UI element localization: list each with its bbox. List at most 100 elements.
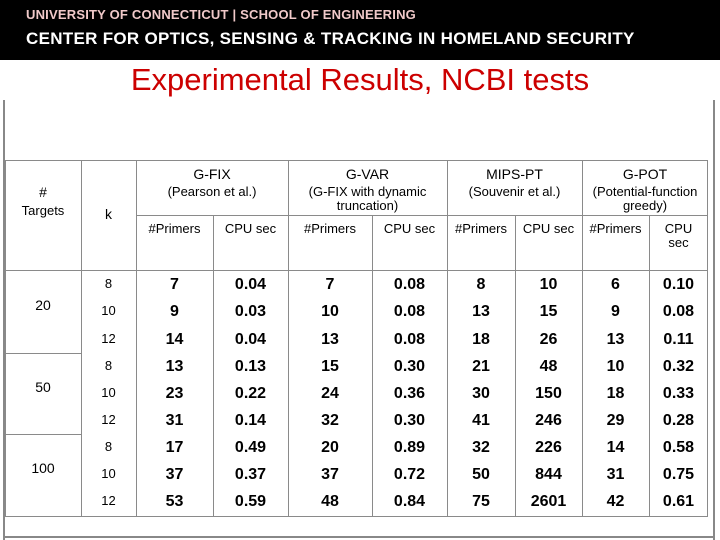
k-value: 10 [101,385,116,400]
table-cell: 150 [535,385,562,402]
table-cell: 0.89 [393,439,426,456]
frame-bottom [3,536,715,538]
table-cell: 0.08 [393,303,426,320]
k-value: 8 [104,439,113,454]
k-value: 12 [101,493,116,508]
table-cell: 0.84 [393,493,426,510]
cpu-sec-subheader: CPU sec [522,221,575,236]
group-divider [5,434,81,435]
table-cell: 0.33 [662,385,695,402]
table-cell: 0.08 [393,276,426,293]
method-column-divider [447,160,448,517]
table-cell: 8 [476,276,486,293]
method-column-divider [136,160,137,517]
header-banner: UNIVERSITY OF CONNECTICUT | SCHOOL OF EN… [0,0,720,60]
method-description: (Potential-function greedy) [592,184,698,213]
table-cell: 0.49 [234,439,267,456]
primers-subheader: #Primers [454,221,507,236]
table-right-border [707,160,708,517]
table-cell: 32 [472,439,490,456]
frame-left [3,100,5,540]
frame-right [713,100,715,540]
table-cell: 0.11 [663,331,694,348]
primers-subheader: #Primers [589,221,642,236]
target-group-100: 100 [31,460,55,476]
k-value: 8 [104,358,113,373]
table-cell: 13 [165,358,184,375]
table-cell: 0.32 [662,358,695,375]
table-cell: 24 [321,385,339,402]
table-cell: 7 [325,276,335,293]
table-cell: 42 [606,493,625,510]
targets-column-divider [81,160,82,517]
table-left-border [5,160,6,517]
table-cell: 18 [472,331,490,348]
subcolumn-divider [649,215,650,517]
table-cell: 13 [472,303,490,320]
slide-title: Experimental Results, NCBI tests [130,62,590,97]
table-cell: 41 [472,412,490,429]
table-cell: 20 [321,439,339,456]
primers-subheader: #Primers [148,221,201,236]
table-cell: 26 [539,331,558,348]
method-subheader-divider [136,215,708,216]
table-cell: 0.59 [234,493,267,510]
table-bottom-border [5,516,708,517]
method-description: (G-FIX with dynamic truncation) [308,184,427,213]
method-name: MIPS-PT [486,166,543,182]
table-cell: 10 [606,358,625,375]
method-description: (Pearson et al.) [167,184,257,199]
table-cell: 0.75 [662,466,695,483]
cpu-sec-subheader: CPU sec [664,221,693,250]
table-cell: 10 [321,303,339,320]
table-cell: 0.30 [393,358,426,375]
table-cell: 18 [606,385,625,402]
table-cell: 15 [321,358,339,375]
method-column-divider [582,160,583,517]
table-cell: 13 [606,331,625,348]
table-cell: 0.36 [393,385,426,402]
cpu-sec-subheader: CPU sec [224,221,277,236]
k-value: 12 [101,331,116,346]
table-cell: 13 [321,331,339,348]
method-name: G-FIX [193,166,231,182]
table-cell: 14 [165,331,184,348]
table-cell: 9 [611,303,620,320]
header-divider [5,270,708,271]
primers-subheader: #Primers [303,221,356,236]
table-cell: 31 [165,412,184,429]
table-cell: 48 [321,493,339,510]
group-divider [5,353,81,354]
table-cell: 0.58 [662,439,695,456]
k-value: 10 [101,466,116,481]
table-cell: 844 [535,466,562,483]
k-header: k [105,206,112,222]
table-cell: 37 [165,466,184,483]
table-cell: 21 [472,358,490,375]
table-cell: 6 [611,276,620,293]
table-cell: 0.10 [662,276,695,293]
banner-university: UNIVERSITY OF CONNECTICUT | SCHOOL OF EN… [26,7,416,22]
table-cell: 0.08 [662,303,695,320]
table-cell: 9 [170,303,179,320]
table-cell: 50 [472,466,490,483]
table-cell: 48 [539,358,558,375]
method-name: G-VAR [345,166,390,182]
target-group-50: 50 [35,379,51,395]
subcolumn-divider [213,215,214,517]
table-cell: 75 [472,493,490,510]
table-cell: 10 [539,276,558,293]
table-cell: 0.03 [234,303,267,320]
table-cell: 17 [165,439,184,456]
table-cell: 29 [606,412,625,429]
table-cell: 0.61 [662,493,695,510]
table-cell: 246 [535,412,562,429]
results-table: # Targets k G-FIX (Pearson et al.) G-VAR (G-FI… [5,160,708,517]
table-cell: 0.08 [393,331,426,348]
table-cell: 2601 [530,493,567,510]
table-cell: 7 [170,276,179,293]
targets-header-label: Targets [21,203,65,218]
table-cell: 0.37 [234,466,267,483]
banner-center: CENTER FOR OPTICS, SENSING & TRACKING IN… [26,29,635,48]
targets-header-hash: # [39,184,47,200]
